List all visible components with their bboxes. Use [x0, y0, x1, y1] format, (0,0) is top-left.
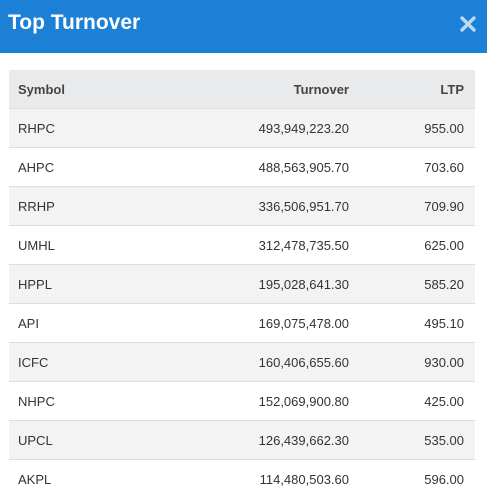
cell-symbol: UPCL [9, 420, 169, 460]
column-header-turnover[interactable]: Turnover [169, 70, 349, 109]
table-row[interactable]: UMHL 312,478,735.50 625.00 [9, 225, 475, 265]
cell-ltp: 585.20 [349, 264, 475, 304]
cell-ltp: 495.10 [349, 303, 475, 343]
cell-turnover: 169,075,478.00 [169, 303, 349, 343]
table-row[interactable]: ICFC 160,406,655.60 930.00 [9, 342, 475, 382]
table-header-row: Symbol Turnover LTP [9, 70, 475, 109]
cell-ltp: 425.00 [349, 381, 475, 421]
table-row[interactable]: HPPL 195,028,641.30 585.20 [9, 264, 475, 304]
cell-ltp: 955.00 [349, 108, 475, 148]
cell-ltp: 703.60 [349, 147, 475, 187]
table-row[interactable]: NHPC 152,069,900.80 425.00 [9, 381, 475, 421]
cell-symbol: ICFC [9, 342, 169, 382]
close-icon[interactable] [459, 15, 477, 33]
cell-turnover: 195,028,641.30 [169, 264, 349, 304]
cell-ltp: 596.00 [349, 459, 475, 497]
cell-ltp: 930.00 [349, 342, 475, 382]
cell-turnover: 114,480,503.60 [169, 459, 349, 497]
table-row[interactable]: AKPL 114,480,503.60 596.00 [9, 459, 475, 497]
table-row[interactable]: UPCL 126,439,662.30 535.00 [9, 420, 475, 460]
cell-ltp: 625.00 [349, 225, 475, 265]
table-row[interactable]: AHPC 488,563,905.70 703.60 [9, 147, 475, 187]
column-header-ltp[interactable]: LTP [349, 70, 475, 109]
dialog-title: Top Turnover [8, 11, 141, 34]
cell-turnover: 160,406,655.60 [169, 342, 349, 382]
cell-symbol: RRHP [9, 186, 169, 226]
turnover-table-container: Symbol Turnover LTP RHPC 493,949,223.20 95… [9, 70, 475, 497]
cell-turnover: 488,563,905.70 [169, 147, 349, 187]
cell-symbol: HPPL [9, 264, 169, 304]
table-row[interactable]: API 169,075,478.00 495.10 [9, 303, 475, 343]
cell-symbol: API [9, 303, 169, 343]
cell-turnover: 126,439,662.30 [169, 420, 349, 460]
cell-turnover: 152,069,900.80 [169, 381, 349, 421]
table-row[interactable]: RRHP 336,506,951.70 709.90 [9, 186, 475, 226]
cell-turnover: 493,949,223.20 [169, 108, 349, 148]
cell-ltp: 535.00 [349, 420, 475, 460]
dialog-header: Top Turnover [0, 0, 487, 53]
cell-symbol: NHPC [9, 381, 169, 421]
cell-symbol: UMHL [9, 225, 169, 265]
turnover-table: Symbol Turnover LTP RHPC 493,949,223.20 95… [9, 70, 475, 497]
column-header-symbol[interactable]: Symbol [9, 70, 169, 109]
cell-ltp: 709.90 [349, 186, 475, 226]
table-row[interactable]: RHPC 493,949,223.20 955.00 [9, 108, 475, 148]
cell-symbol: RHPC [9, 108, 169, 148]
cell-turnover: 336,506,951.70 [169, 186, 349, 226]
cell-turnover: 312,478,735.50 [169, 225, 349, 265]
cell-symbol: AHPC [9, 147, 169, 187]
cell-symbol: AKPL [9, 459, 169, 497]
